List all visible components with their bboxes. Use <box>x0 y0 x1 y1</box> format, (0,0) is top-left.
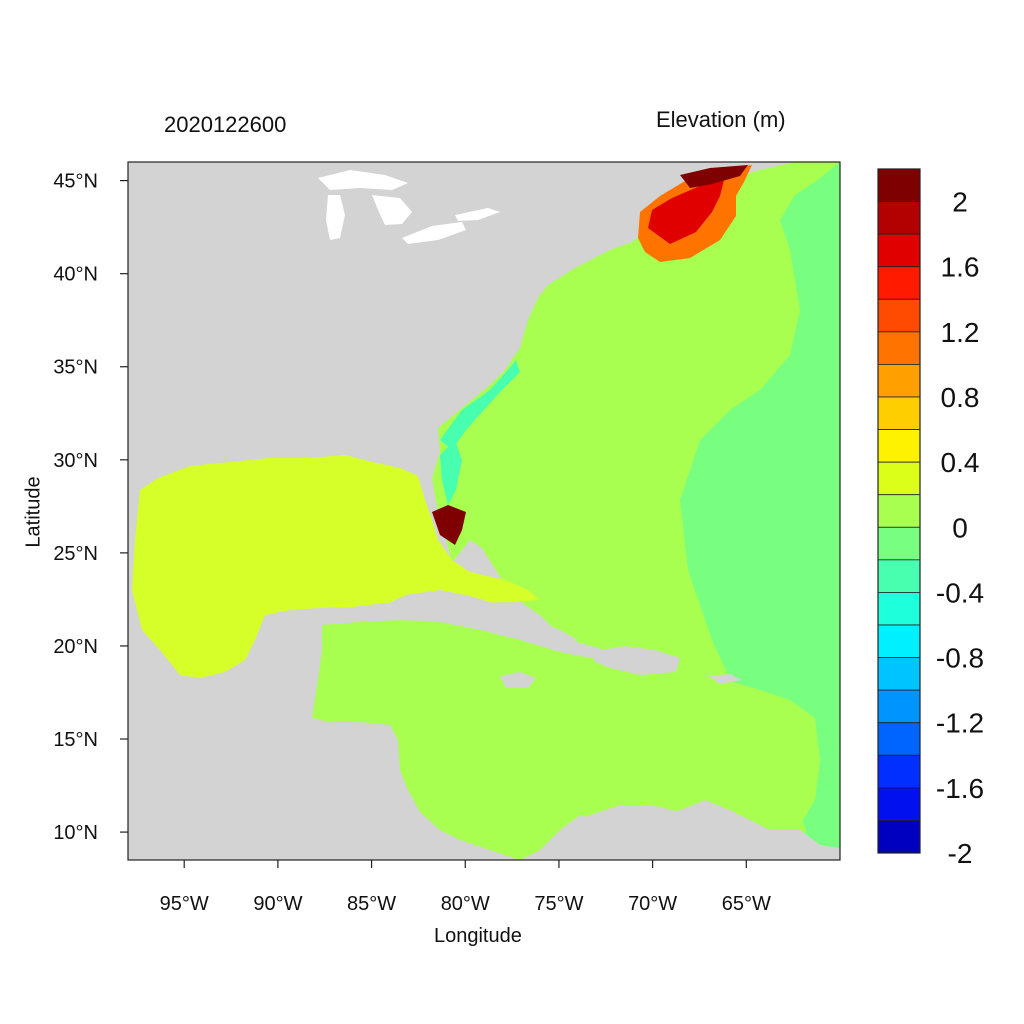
surge-south-florida <box>432 505 466 545</box>
lake-huron <box>372 195 412 225</box>
colorbar-swatch <box>877 624 921 658</box>
colorbar-frame <box>877 168 921 854</box>
island-puerto-rico <box>708 674 742 684</box>
colorbar-swatch <box>877 168 921 202</box>
x-tick-label: 85°W <box>347 893 396 915</box>
colorbar-swatch <box>877 461 921 496</box>
colorbar-swatch <box>877 429 921 463</box>
x-tick-label: 75°W <box>534 893 583 915</box>
y-axis: 45°N 40°N 35°N 30°N 25°N 20°N 15°N 10°N <box>53 171 128 844</box>
colorbar-swatch <box>877 754 921 789</box>
date-label: 2020122600 <box>164 112 287 137</box>
y-tick-label: 15°N <box>53 729 98 751</box>
y-tick-label: 30°N <box>53 450 98 472</box>
y-tick-label: 25°N <box>53 543 98 565</box>
colorbar-swatch <box>877 657 921 691</box>
colorbar-swatch <box>877 331 921 365</box>
colorbar-labels: 2 1.6 1.2 0.8 0.4 0 -0.4 -0.8 -1.2 -1.6 -2 <box>936 187 984 869</box>
surge-gulf-of-maine-peak <box>680 165 748 188</box>
colorbar-label: -1.2 <box>936 708 984 739</box>
map-frame <box>127 161 841 861</box>
colorbar-swatch <box>877 233 921 268</box>
island-cuba <box>385 590 578 644</box>
x-tick-label: 90°W <box>253 893 302 915</box>
colorbar-swatch <box>877 298 921 333</box>
colorbar-label: -0.4 <box>936 577 984 608</box>
colorbar-label: 0.8 <box>941 382 980 413</box>
colorbar-label: -2 <box>948 838 973 869</box>
caribbean-sea <box>312 620 820 860</box>
y-tick-label: 40°N <box>53 264 98 286</box>
colorbar-swatch <box>877 722 921 756</box>
colorbar-swatch <box>877 526 921 561</box>
colorbar-swatch <box>877 396 921 430</box>
y-tick-label: 10°N <box>53 822 98 844</box>
x-tick-label: 70°W <box>628 893 677 915</box>
x-tick-label: 65°W <box>722 893 771 915</box>
colorbar <box>877 168 921 854</box>
colorbar-label: 2 <box>952 187 968 218</box>
colorbar-label: 1.6 <box>941 252 980 283</box>
lake-erie <box>402 222 466 244</box>
map-layer <box>128 162 840 860</box>
south-america-north-coast <box>540 805 840 860</box>
colorbar-label: -1.6 <box>936 773 984 804</box>
y-tick-label: 35°N <box>53 357 98 379</box>
x-axis: 95°W 90°W 85°W 80°W 75°W 70°W 65°W <box>160 860 771 915</box>
island-jamaica <box>500 672 536 688</box>
shelf-georgia-florida <box>440 440 462 505</box>
y-tick-label: 20°N <box>53 636 98 658</box>
x-tick-label: 95°W <box>160 893 209 915</box>
shelf-carolina <box>440 360 520 450</box>
x-tick-label: 80°W <box>441 893 490 915</box>
open-atlantic <box>680 162 840 860</box>
colorbar-swatch <box>877 820 921 854</box>
colorbar-swatch <box>877 494 921 528</box>
island-hispaniola <box>590 646 680 675</box>
surge-gulf-of-maine-core <box>648 180 724 244</box>
colorbar-label: 0 <box>952 512 968 543</box>
colorbar-label: 0.4 <box>941 447 980 478</box>
colorbar-swatch <box>877 689 921 724</box>
variable-label: Elevation (m) <box>656 107 786 132</box>
lake-michigan <box>326 195 345 240</box>
x-axis-title: Longitude <box>434 925 522 947</box>
lake-ontario <box>455 208 500 221</box>
colorbar-swatch <box>877 559 921 593</box>
colorbar-swatch <box>877 787 921 821</box>
central-south-america <box>128 720 390 860</box>
gulf-of-mexico <box>132 455 540 678</box>
y-tick-label: 45°N <box>53 171 98 193</box>
colorbar-swatch <box>877 201 921 235</box>
colorbar-swatch <box>877 364 921 398</box>
lake-superior <box>318 170 408 190</box>
colorbar-swatch <box>877 592 921 626</box>
colorbar-swatch <box>877 266 921 300</box>
colorbar-label: -0.8 <box>936 643 984 674</box>
colorbar-label: 1.2 <box>941 317 980 348</box>
